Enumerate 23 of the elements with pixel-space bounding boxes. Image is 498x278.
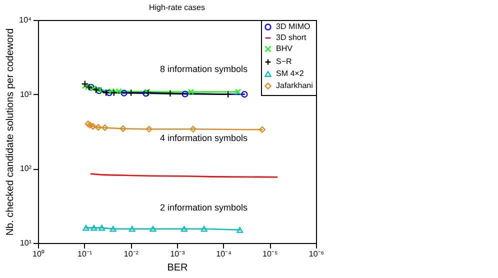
y-axis-title: Nb. checked candidate solutions per codeword (5, 28, 16, 236)
y-tick-label: 10¹ (20, 238, 32, 248)
legend-label: BHV (276, 44, 294, 53)
x-axis-title: BER (167, 262, 188, 274)
annotation: 2 information symbols (160, 202, 248, 212)
y-tick-label: 10⁴ (19, 16, 32, 24)
x-tick-label: 10⁻³ (170, 250, 186, 258)
annotation: 8 information symbols (160, 64, 248, 74)
legend-label: Jafarkhani (276, 81, 314, 90)
legend-label: 3D MIMO (276, 22, 310, 31)
x-tick-label: 10⁻⁴ (216, 250, 232, 258)
x-tick-label: 10⁻¹ (78, 250, 92, 258)
x-tick-label: 10⁻⁶ (308, 250, 324, 258)
x-tick-label: 10⁻² (124, 250, 139, 258)
legend-label: 3D short (276, 33, 308, 42)
x-tick-label: 10⁰ (32, 250, 44, 258)
y-tick-label: 10² (20, 164, 32, 174)
legend-label: SM 4×2 (276, 69, 304, 78)
legend-label: S−R (276, 57, 292, 66)
chart-title: High-rate cases (148, 3, 206, 12)
x-tick-label: 10⁻⁵ (262, 250, 278, 258)
y-tick-label: 10³ (20, 90, 32, 99)
annotation: 4 information symbols (160, 133, 248, 144)
